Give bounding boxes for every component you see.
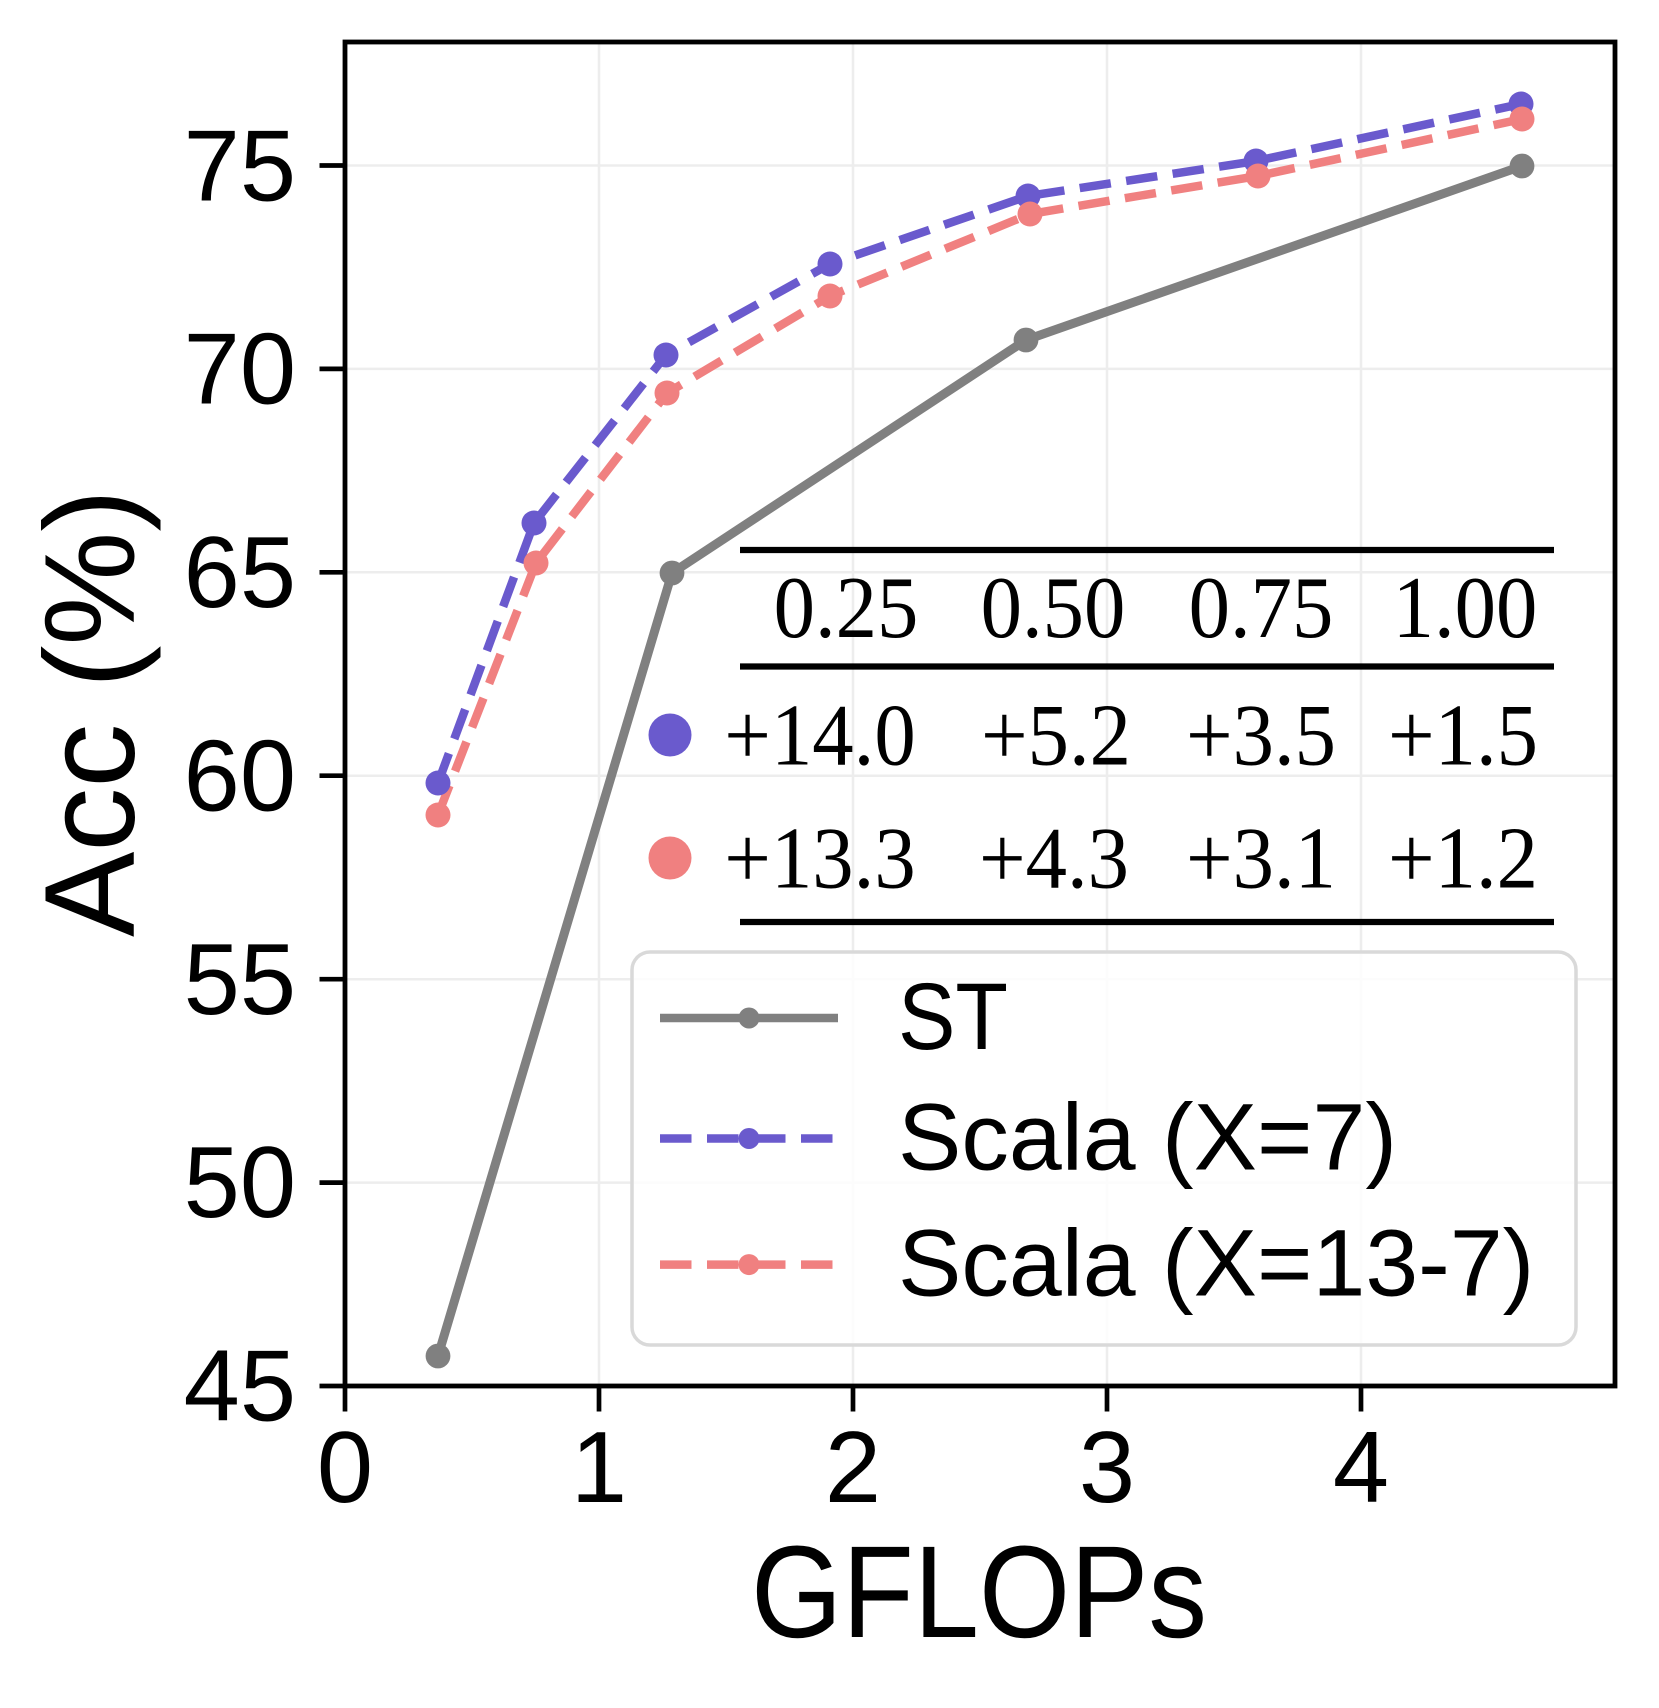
svg-text:Scala (X=7): Scala (X=7) <box>898 1085 1397 1191</box>
svg-text:45: 45 <box>184 1331 296 1443</box>
svg-text:3: 3 <box>1079 1412 1135 1524</box>
svg-text:+1.2: +1.2 <box>1388 810 1538 907</box>
svg-text:0.75: 0.75 <box>1189 560 1334 657</box>
svg-text:0.50: 0.50 <box>981 560 1126 657</box>
svg-text:+3.5: +3.5 <box>1186 687 1336 784</box>
svg-text:70: 70 <box>184 314 296 426</box>
svg-text:+1.5: +1.5 <box>1388 687 1538 784</box>
svg-text:+14.0: +14.0 <box>724 687 915 784</box>
svg-text:GFLOPs: GFLOPs <box>751 1519 1207 1665</box>
svg-text:4: 4 <box>1333 1412 1389 1524</box>
svg-text:0.25: 0.25 <box>774 560 919 657</box>
svg-text:+3.1: +3.1 <box>1186 810 1336 907</box>
svg-text:Acc (%): Acc (%) <box>19 489 162 937</box>
svg-text:+13.3: +13.3 <box>724 810 915 907</box>
svg-text:+4.3: +4.3 <box>979 810 1129 907</box>
svg-text:Scala (X=13-7): Scala (X=13-7) <box>898 1211 1534 1317</box>
svg-text:65: 65 <box>184 517 296 629</box>
svg-text:+5.2: +5.2 <box>981 687 1131 784</box>
svg-text:ST: ST <box>898 964 1008 1070</box>
svg-text:60: 60 <box>184 720 296 832</box>
svg-text:0: 0 <box>317 1412 373 1524</box>
svg-text:55: 55 <box>184 924 296 1036</box>
svg-text:1: 1 <box>571 1412 627 1524</box>
svg-text:75: 75 <box>184 110 296 222</box>
svg-text:50: 50 <box>184 1127 296 1239</box>
svg-text:1.00: 1.00 <box>1393 560 1538 657</box>
svg-text:2: 2 <box>825 1412 881 1524</box>
